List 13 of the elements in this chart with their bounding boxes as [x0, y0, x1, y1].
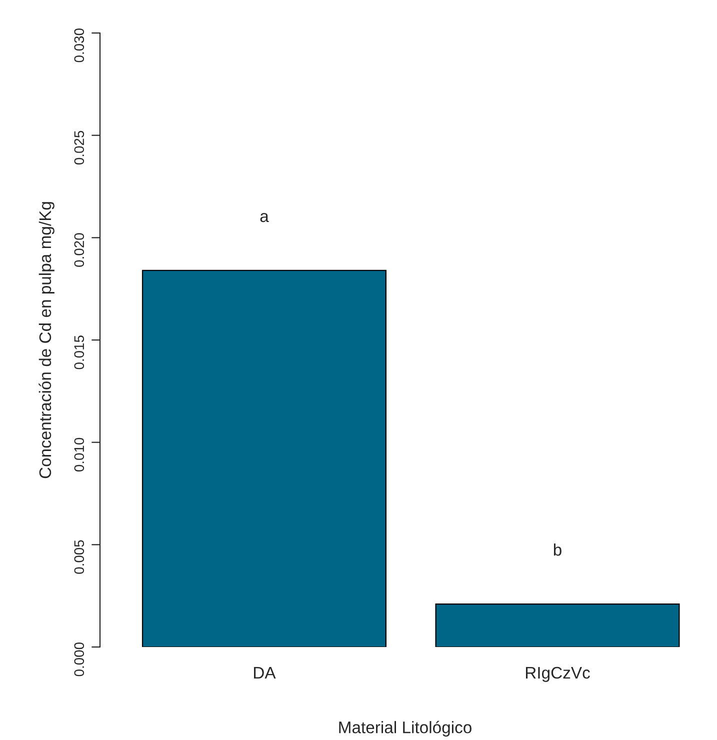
- y-tick-label: 0.025: [74, 130, 84, 165]
- x-tick-label: DA: [254, 667, 276, 679]
- y-axis-title: Concentración de Cd en pulpa mg/Kg: [38, 202, 54, 478]
- y-tick-label: 0.005: [74, 540, 84, 574]
- y-tick-label: 0.000: [74, 642, 84, 676]
- annotation: a: [260, 212, 269, 222]
- y-tick-label: 0.020: [74, 233, 84, 267]
- annotation: b: [554, 543, 562, 556]
- x-tick-label: RIgCzVc: [526, 666, 590, 682]
- y-tick-label: 0.010: [74, 438, 84, 472]
- y-tick-label: 0.015: [74, 336, 84, 370]
- x-axis-title: Material Litológico: [339, 720, 472, 737]
- y-tick-label: 0.030: [74, 28, 84, 62]
